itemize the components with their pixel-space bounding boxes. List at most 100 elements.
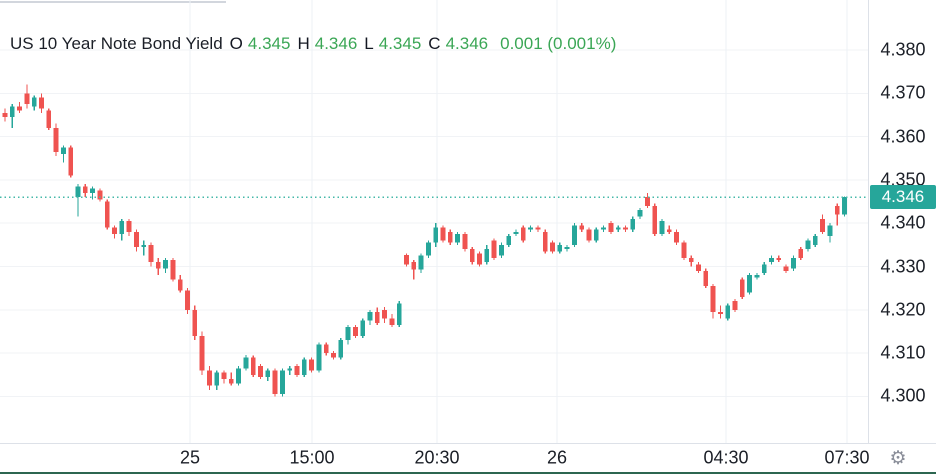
- candle-body: [236, 368, 241, 384]
- candle-body: [630, 218, 636, 230]
- candle-body: [345, 327, 351, 341]
- candle-body: [338, 340, 344, 358]
- candle-body: [805, 240, 811, 250]
- candle-body: [447, 231, 453, 243]
- x-axis-label: 07:30: [824, 447, 870, 468]
- candle-body: [499, 244, 504, 256]
- candle-body: [382, 309, 387, 319]
- candle-body: [652, 205, 658, 235]
- candle-body: [243, 357, 249, 369]
- low-value: 4.345: [378, 34, 422, 53]
- candle-body: [827, 225, 833, 237]
- candle-body: [39, 97, 44, 109]
- candle-body: [593, 229, 599, 241]
- candle-body: [506, 236, 512, 245]
- candle-body: [170, 260, 176, 280]
- candle-body: [31, 97, 37, 107]
- current-price-badge: 4.346: [870, 185, 936, 210]
- candle-body: [732, 301, 738, 310]
- candle-body: [783, 266, 789, 271]
- x-axis-label: 15:00: [289, 447, 335, 468]
- candle-body: [126, 221, 132, 232]
- x-axis-label: 26: [546, 447, 568, 468]
- candle-body: [155, 262, 161, 269]
- candle-body: [396, 303, 402, 325]
- y-axis-tick: 4.320: [880, 299, 926, 320]
- candle-body: [557, 244, 563, 252]
- candle-body: [674, 231, 679, 243]
- candle-body: [586, 229, 592, 241]
- candle-body: [688, 257, 694, 263]
- candle-body: [608, 223, 614, 232]
- candle-body: [455, 234, 460, 243]
- candle-body: [163, 260, 168, 269]
- candle-body: [367, 311, 373, 321]
- candle-body: [280, 370, 285, 395]
- candle-body: [46, 110, 52, 128]
- candle-body: [353, 327, 358, 336]
- candle-body: [207, 370, 212, 386]
- candle-body: [2, 112, 8, 118]
- candle-body: [141, 244, 147, 248]
- candle-body: [418, 255, 424, 270]
- candle-body: [177, 279, 183, 291]
- time-axis[interactable]: ⚙︎ 25 15:00 20:30 26 04:30 07:30: [0, 443, 936, 472]
- candle-body: [272, 370, 278, 395]
- y-axis-tick: 4.370: [880, 82, 926, 103]
- candle-body: [228, 379, 234, 384]
- candle-body: [477, 253, 482, 265]
- candle-body: [221, 372, 227, 380]
- candle-body: [550, 242, 555, 252]
- candle-body: [309, 359, 314, 371]
- candlestick-chart[interactable]: [0, 0, 868, 443]
- candle-body: [214, 372, 220, 386]
- candle-body: [426, 242, 431, 256]
- candle-body: [812, 236, 818, 245]
- candle-body: [294, 366, 300, 375]
- candle-body: [834, 205, 840, 215]
- candle-body: [842, 197, 847, 215]
- candle-body: [360, 320, 366, 336]
- candle-body: [528, 227, 533, 230]
- candle-body: [666, 229, 672, 232]
- candle-body: [68, 147, 74, 176]
- candle-body: [75, 186, 81, 198]
- candle-body: [112, 227, 117, 235]
- open-value: 4.345: [247, 34, 291, 53]
- candle-body: [718, 311, 723, 315]
- bottom-accent-bar: [0, 470, 936, 474]
- change-value: 0.001 (0.001%): [500, 34, 617, 53]
- candle-body: [776, 257, 782, 261]
- candle-body: [725, 305, 731, 319]
- high-label: H: [297, 34, 310, 53]
- candle-body: [258, 366, 263, 377]
- candle-body: [564, 247, 570, 250]
- candle-body: [389, 318, 395, 325]
- y-axis-tick: 4.310: [880, 342, 926, 363]
- settings-gear-icon[interactable]: ⚙︎: [889, 447, 907, 469]
- candle-body: [199, 335, 205, 371]
- candle-body: [491, 240, 497, 258]
- candle-body: [53, 127, 59, 152]
- candle-body: [820, 218, 825, 232]
- candle-body: [579, 225, 585, 230]
- candle-body: [404, 254, 409, 265]
- candle-body: [97, 190, 103, 200]
- candle-body: [433, 227, 439, 243]
- candle-body: [520, 227, 526, 241]
- open-label: O: [229, 34, 243, 53]
- candle-body: [798, 249, 804, 258]
- candle-body: [615, 227, 621, 230]
- candle-body: [623, 227, 628, 230]
- price-axis[interactable]: 4.380 4.370 4.360 4.350 4.340 4.330 4.320 4.310…: [868, 0, 936, 443]
- candle-body: [754, 275, 760, 278]
- candle-body: [703, 270, 709, 286]
- y-axis-tick: 4.330: [880, 256, 926, 276]
- y-axis-tick: 4.340: [880, 212, 926, 233]
- candle-body: [316, 344, 322, 371]
- candle-body: [462, 234, 468, 250]
- y-axis-tick: 4.360: [880, 126, 926, 147]
- y-axis-tick: 4.300: [880, 385, 926, 406]
- y-axis-tick: 4.380: [880, 39, 926, 60]
